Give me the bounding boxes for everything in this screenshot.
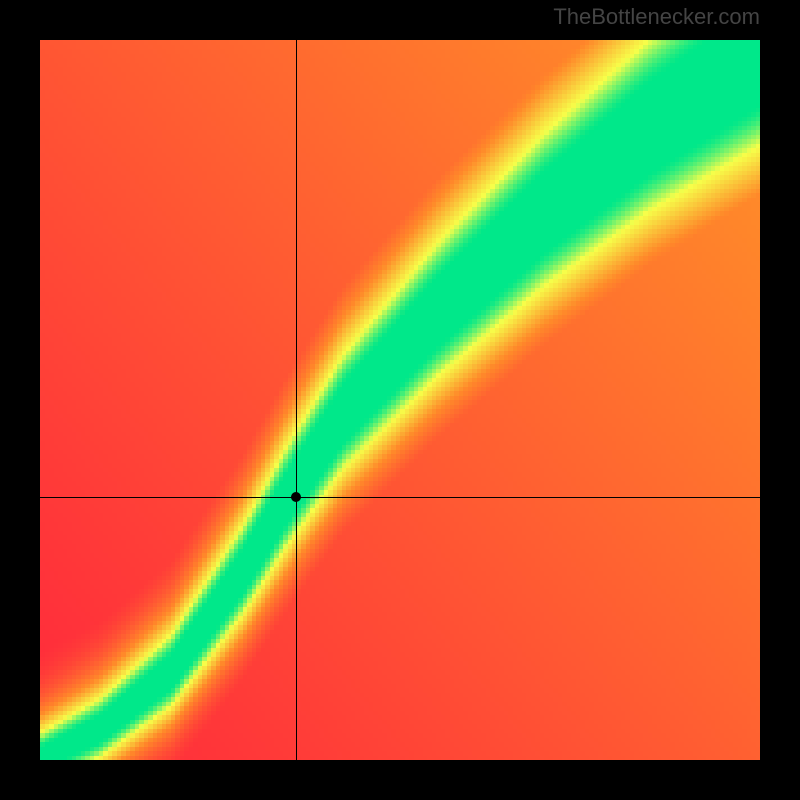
watermark: TheBottlenecker.com xyxy=(553,4,760,30)
crosshair-vertical xyxy=(296,40,297,760)
bottleneck-heatmap xyxy=(40,40,760,760)
plot-area xyxy=(40,40,760,760)
selection-marker xyxy=(291,492,301,502)
crosshair-horizontal xyxy=(40,497,760,498)
